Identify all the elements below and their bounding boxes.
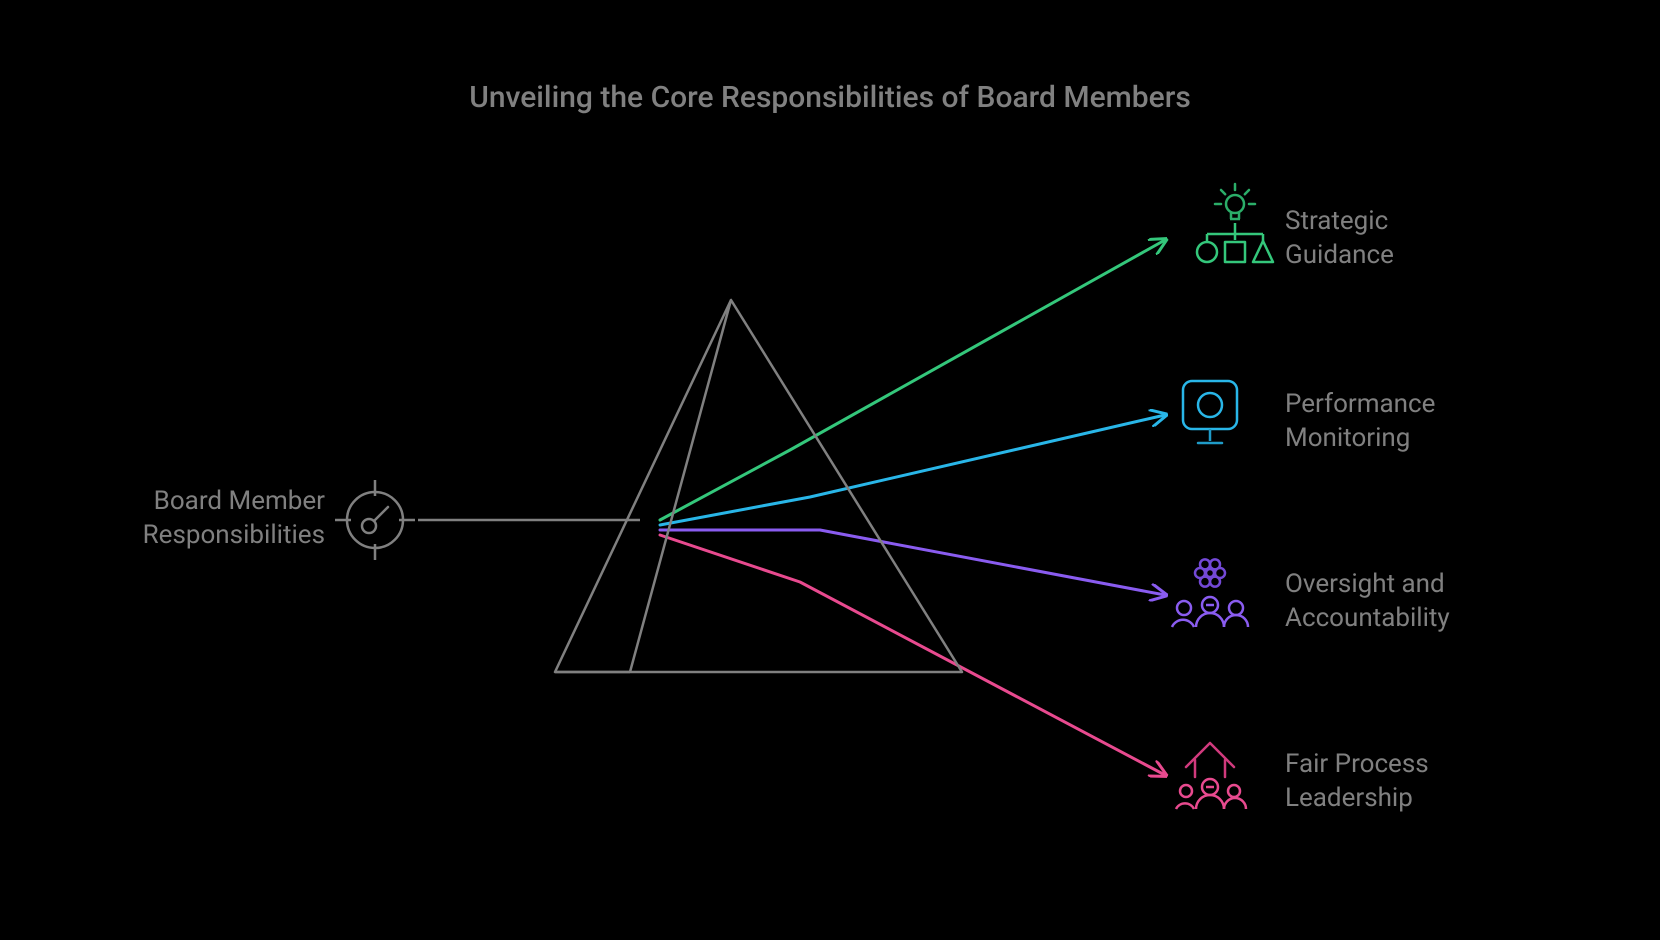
team-arrow-up-icon xyxy=(1176,743,1246,809)
target-scope-icon xyxy=(335,480,415,560)
monitor-camera-icon xyxy=(1183,381,1237,443)
output-label-performance: PerformanceMonitoring xyxy=(1285,388,1435,456)
team-gear-icon xyxy=(1172,559,1248,627)
strategy-shapes-icon xyxy=(1197,184,1273,262)
prism-shape xyxy=(555,300,962,672)
prism-rays xyxy=(660,240,1165,775)
input-label: Board MemberResponsibilities xyxy=(95,485,325,553)
output-label-oversight: Oversight andAccountability xyxy=(1285,568,1450,636)
diagram-container: Unveiling the Core Responsibilities of B… xyxy=(0,0,1660,940)
output-label-strategic: StrategicGuidance xyxy=(1285,205,1394,273)
output-label-fairprocess: Fair ProcessLeadership xyxy=(1285,748,1429,816)
